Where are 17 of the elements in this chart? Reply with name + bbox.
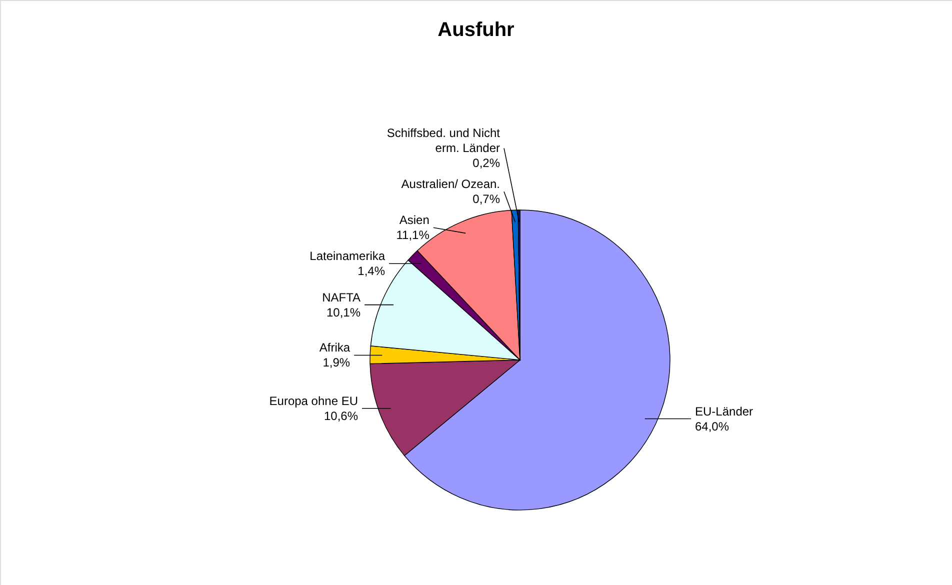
slice-label: NAFTA (322, 290, 361, 304)
slice-label: Australien/ Ozean. (401, 177, 500, 192)
data-label: 0,7% (472, 192, 500, 206)
slice-label: Schiffsbed. und Nicht erm. Länder (386, 126, 501, 156)
data-label: 10,1% (326, 305, 361, 320)
slice-label: Europa ohne EU (269, 394, 358, 408)
chart-title: Ausfuhr (438, 19, 515, 41)
data-label: 0,2% (472, 156, 500, 170)
slice-label: Afrika (319, 340, 350, 355)
data-label: 1,4% (358, 264, 386, 278)
data-label: 1,9% (322, 356, 350, 370)
data-label: 11,1% (396, 228, 430, 242)
data-label: 64,0% (695, 419, 730, 434)
slice-label: Asien (399, 213, 430, 228)
data-label: 10,6% (324, 408, 358, 423)
slice-label: EU-Länder (695, 404, 754, 418)
slice-label: Lateinamerika (310, 249, 386, 264)
